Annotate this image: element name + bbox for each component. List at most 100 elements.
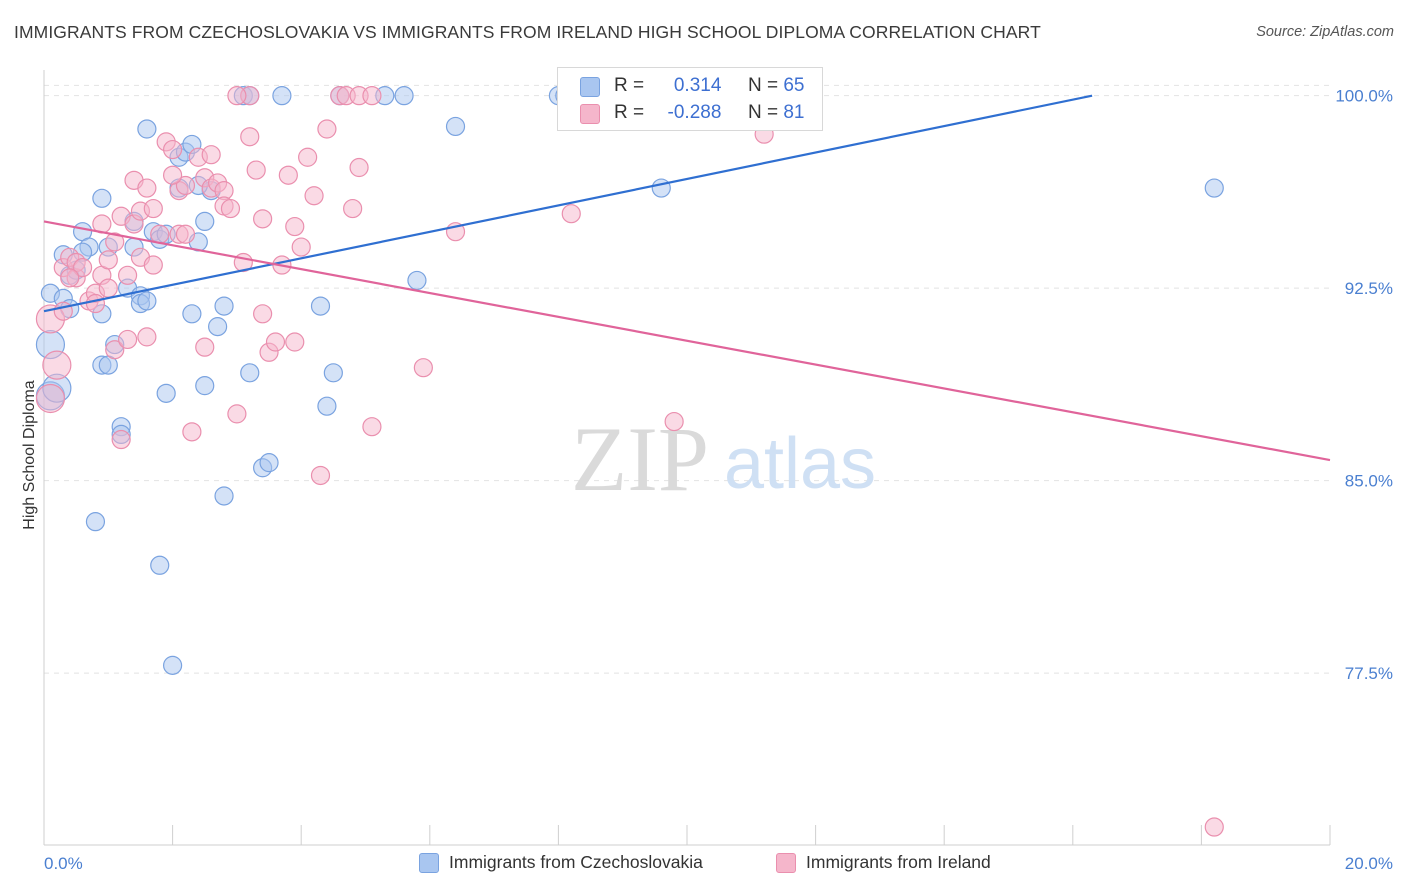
- legend-label-ireland: Immigrants from Ireland: [806, 852, 991, 872]
- point-ireland: [227, 404, 247, 424]
- point-ireland: [117, 329, 138, 350]
- point-czechoslovakia: [214, 486, 234, 506]
- point-ireland: [317, 119, 337, 139]
- point-czechoslovakia: [214, 296, 234, 316]
- point-ireland: [143, 255, 163, 275]
- point-ireland: [664, 411, 684, 432]
- point-czechoslovakia: [137, 119, 157, 139]
- legend-swatch-blue: [580, 77, 600, 97]
- legend-r-label: R =: [614, 75, 645, 96]
- point-ireland: [201, 145, 221, 165]
- y-axis-label: High School Diploma: [21, 380, 38, 530]
- point-ireland: [220, 198, 241, 219]
- point-ireland: [42, 350, 72, 380]
- point-czechoslovakia: [150, 555, 170, 575]
- legend-n-label: N =: [747, 75, 779, 96]
- point-ireland: [195, 337, 215, 357]
- point-ireland: [143, 198, 163, 219]
- point-ireland: [111, 429, 131, 450]
- point-ireland: [304, 186, 324, 206]
- point-ireland: [285, 332, 305, 352]
- correlation-legend: R = 0.314 N = 65 R = -0.288 N = 81: [557, 67, 823, 131]
- point-czechoslovakia: [394, 86, 414, 106]
- y-tick-label: 77.5%: [1345, 664, 1393, 683]
- point-ireland: [246, 160, 266, 180]
- point-ireland: [163, 165, 183, 185]
- point-ireland: [85, 293, 106, 314]
- point-czechoslovakia: [317, 396, 337, 416]
- point-czechoslovakia: [195, 376, 215, 396]
- point-ireland: [343, 198, 363, 219]
- point-ireland: [240, 127, 260, 147]
- point-ireland: [291, 237, 311, 257]
- point-czechoslovakia: [310, 296, 331, 316]
- point-ireland: [60, 268, 80, 288]
- legend-label-czechoslovakia: Immigrants from Czechoslovakia: [449, 852, 703, 872]
- point-ireland: [362, 417, 382, 437]
- trend-line-czechoslovakia: [43, 94, 1093, 313]
- point-czechoslovakia: [208, 317, 228, 337]
- legend-n-value: 65: [783, 75, 805, 96]
- point-ireland: [278, 165, 298, 185]
- y-tick-label: 92.5%: [1345, 279, 1393, 298]
- point-czechoslovakia: [182, 304, 202, 324]
- data-points: [35, 86, 1224, 837]
- point-czechoslovakia: [407, 270, 427, 291]
- point-ireland: [105, 340, 125, 360]
- point-ireland: [253, 209, 273, 229]
- point-czechoslovakia: [651, 178, 671, 198]
- point-ireland: [253, 304, 273, 324]
- point-ireland: [349, 157, 369, 178]
- point-ireland: [137, 327, 157, 347]
- point-ireland: [362, 86, 382, 106]
- point-ireland: [72, 257, 93, 278]
- point-czechoslovakia: [323, 363, 343, 383]
- point-ireland: [117, 265, 138, 285]
- point-ireland: [298, 147, 318, 167]
- legend-swatch-pink: [776, 853, 796, 873]
- point-ireland: [163, 139, 183, 160]
- point-czechoslovakia: [445, 116, 466, 137]
- point-czechoslovakia: [1204, 178, 1224, 198]
- point-ireland: [35, 383, 66, 414]
- point-czechoslovakia: [85, 512, 106, 532]
- point-czechoslovakia: [240, 363, 260, 383]
- point-ireland: [98, 278, 118, 298]
- watermark-atlas: atlas: [724, 424, 876, 504]
- point-ireland: [150, 224, 170, 244]
- point-ireland: [175, 224, 196, 244]
- point-ireland: [285, 216, 305, 237]
- point-ireland: [561, 204, 581, 224]
- legend-r-value: -0.288: [667, 102, 722, 123]
- gridlines: [44, 84, 1330, 674]
- point-czechoslovakia: [195, 211, 215, 232]
- legend-r-label: R =: [614, 102, 645, 123]
- point-ireland: [105, 232, 125, 252]
- point-czechoslovakia: [156, 383, 176, 403]
- point-czechoslovakia: [272, 86, 292, 106]
- watermark: ZIP atlas: [571, 408, 876, 510]
- x-tick-label: 20.0%: [1345, 854, 1393, 873]
- y-tick-label: 100.0%: [1335, 87, 1393, 106]
- point-ireland: [98, 250, 118, 270]
- point-ireland: [265, 332, 286, 352]
- chart-title: IMMIGRANTS FROM CZECHOSLOVAKIA VS IMMIGR…: [14, 22, 1041, 42]
- point-ireland: [137, 178, 157, 198]
- point-ireland: [1204, 817, 1224, 837]
- legend-n-value: 81: [783, 102, 805, 123]
- point-czechoslovakia: [137, 291, 157, 311]
- point-czechoslovakia: [259, 453, 279, 473]
- axes: [43, 70, 1331, 846]
- trend-line-ireland: [43, 220, 1331, 462]
- point-czechoslovakia: [163, 655, 183, 675]
- legend-swatch-pink: [580, 104, 600, 124]
- legend-r-value: 0.314: [673, 75, 722, 96]
- legend-swatch-blue: [419, 853, 439, 873]
- legend-n-label: N =: [747, 102, 779, 123]
- trend-lines: [43, 94, 1331, 462]
- source-credit: Source: ZipAtlas.com: [1256, 24, 1394, 40]
- point-ireland: [310, 465, 331, 486]
- point-ireland: [413, 358, 433, 378]
- x-tick-labels: 0.0% 20.0%: [44, 854, 1393, 873]
